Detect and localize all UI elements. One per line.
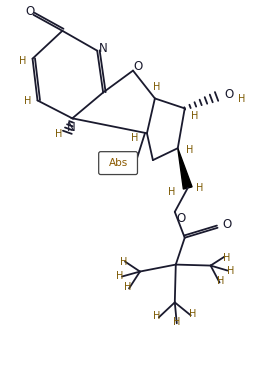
Text: H: H [196, 183, 203, 193]
Text: O: O [25, 5, 34, 18]
Text: O: O [133, 60, 143, 73]
Text: Abs: Abs [109, 158, 128, 168]
Text: H: H [186, 145, 193, 155]
Text: H: H [120, 257, 128, 266]
Text: H: H [223, 253, 230, 263]
Text: H: H [153, 82, 161, 93]
Text: O: O [176, 212, 185, 225]
Text: O: O [224, 88, 233, 101]
Text: H: H [19, 56, 26, 66]
Text: H: H [189, 309, 196, 319]
Polygon shape [178, 148, 192, 189]
Text: H: H [153, 311, 161, 321]
Text: H: H [238, 94, 245, 104]
Text: H: H [227, 266, 234, 276]
Text: H: H [217, 276, 224, 287]
Text: H: H [55, 129, 62, 139]
Text: N: N [99, 42, 107, 55]
Text: O: O [222, 218, 231, 231]
Text: H: H [131, 133, 139, 143]
Text: N: N [67, 121, 76, 134]
FancyBboxPatch shape [99, 152, 137, 175]
Text: H: H [124, 283, 132, 292]
Text: H: H [173, 317, 180, 327]
Text: H: H [24, 96, 31, 107]
Text: H: H [168, 187, 176, 197]
Text: H: H [116, 270, 124, 280]
Text: H: H [191, 111, 198, 122]
